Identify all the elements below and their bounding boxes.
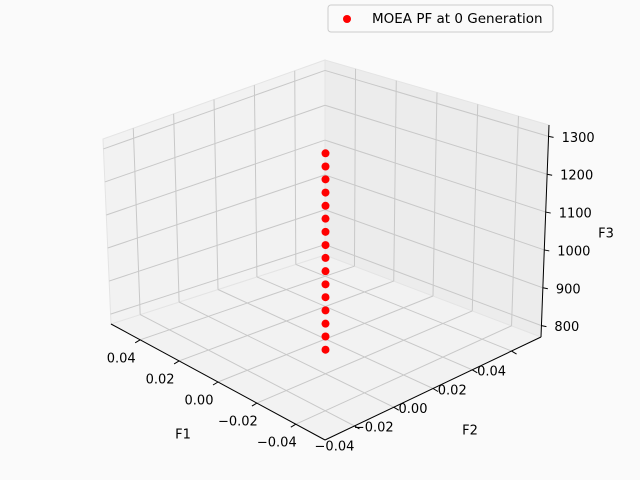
data-point [321, 267, 330, 276]
z-tick [544, 249, 550, 252]
x-tick [290, 423, 297, 428]
grid-line-z-right [324, 174, 545, 251]
grid-line-z-left [108, 209, 326, 282]
data-point [321, 188, 330, 197]
data-point [321, 306, 330, 315]
y-tick-label: 0.00 [399, 402, 428, 417]
z-axis-label: F3 [598, 227, 614, 242]
x-tick-label: −0.04 [257, 436, 297, 451]
z-tick-label: 800 [554, 320, 579, 335]
y-tick [511, 350, 517, 355]
x-tick-label: −0.02 [218, 415, 258, 430]
z-tick-label: 1200 [560, 169, 593, 184]
y-tick [472, 369, 478, 374]
z-tick [542, 287, 548, 290]
grid-line-z-right [324, 139, 546, 213]
x-tick [251, 402, 258, 407]
data-points [321, 149, 330, 354]
grid-line-x-wall [511, 116, 519, 326]
z-tick [541, 325, 547, 328]
z-tick [545, 211, 551, 214]
grid-line-y-floor [178, 301, 394, 408]
data-point [321, 319, 330, 328]
y-axis-label: F2 [462, 424, 478, 439]
data-point [321, 149, 330, 158]
data-point [321, 201, 330, 210]
y-tick-label: 0.02 [438, 383, 467, 398]
grid-line-y-wall [173, 113, 180, 303]
grid-line-y-wall [294, 70, 297, 265]
data-point [321, 227, 330, 236]
grid-line-x-wall [471, 104, 479, 311]
legend-marker [343, 15, 351, 23]
grid-line-z-right [324, 104, 548, 175]
grid-line-z-right [324, 69, 549, 137]
z-tick-label: 1000 [557, 244, 590, 259]
grid-line-x-wall [393, 80, 397, 282]
data-point [321, 214, 330, 223]
data-point [321, 332, 330, 341]
y-tick-label: −0.02 [354, 421, 394, 436]
x-tick [212, 381, 219, 386]
x-axis-label: F1 [175, 428, 191, 443]
z-tick-label: 1100 [559, 207, 592, 222]
z-tick-label: 1300 [562, 131, 595, 146]
axes-panes [102, 59, 550, 441]
grid-line-y-floor [139, 314, 355, 427]
x-tick-label: 0.02 [146, 372, 175, 387]
grid-line-y-floor [256, 276, 473, 371]
y-tick [432, 388, 439, 392]
z-tick-label: 900 [556, 282, 581, 297]
y-tick-label: 0.04 [477, 365, 506, 380]
z-axis-line [540, 124, 550, 338]
grid-line-x-wall [353, 68, 357, 267]
grid-line-z-left [103, 69, 326, 150]
grid-lines [103, 68, 549, 427]
grid-line-y-floor [295, 263, 512, 352]
tick-marks [134, 135, 554, 430]
legend-frame [327, 4, 554, 33]
data-point [321, 280, 330, 289]
grid-line-x-wall [432, 92, 438, 297]
tick-labels: −0.04 −0.02 0.00 0.02 0.04 −0.04 −0.02 0.00 0.02… [107, 131, 595, 455]
legend-label: MOEA PF at 0 Generation [372, 11, 543, 27]
z-tick [548, 135, 554, 138]
x-tick [173, 360, 180, 365]
x-tick [134, 339, 141, 344]
data-point [321, 293, 330, 302]
grid-line-y-wall [253, 85, 258, 277]
y-tick [393, 406, 399, 411]
x-tick-label: 0.04 [107, 351, 136, 366]
grid-line-y-wall [213, 99, 219, 290]
grid-line-z-right [324, 209, 544, 289]
grid-line-z-right [324, 244, 542, 327]
grid-line-y-wall [132, 128, 141, 315]
data-point [321, 345, 330, 354]
grid-line-z-left [104, 104, 326, 183]
data-point [321, 241, 330, 250]
legend: MOEA PF at 0 Generation [327, 4, 554, 33]
data-point [321, 253, 330, 262]
y-tick [354, 425, 360, 430]
y-tick-label: −0.04 [315, 439, 355, 454]
data-point [321, 175, 330, 184]
z-tick [547, 173, 553, 176]
grid-line-z-left [107, 174, 326, 249]
grid-line-z-left [106, 139, 326, 216]
x-tick-label: 0.00 [185, 394, 214, 409]
grid-line-z-left [110, 244, 326, 315]
data-point [321, 162, 330, 171]
